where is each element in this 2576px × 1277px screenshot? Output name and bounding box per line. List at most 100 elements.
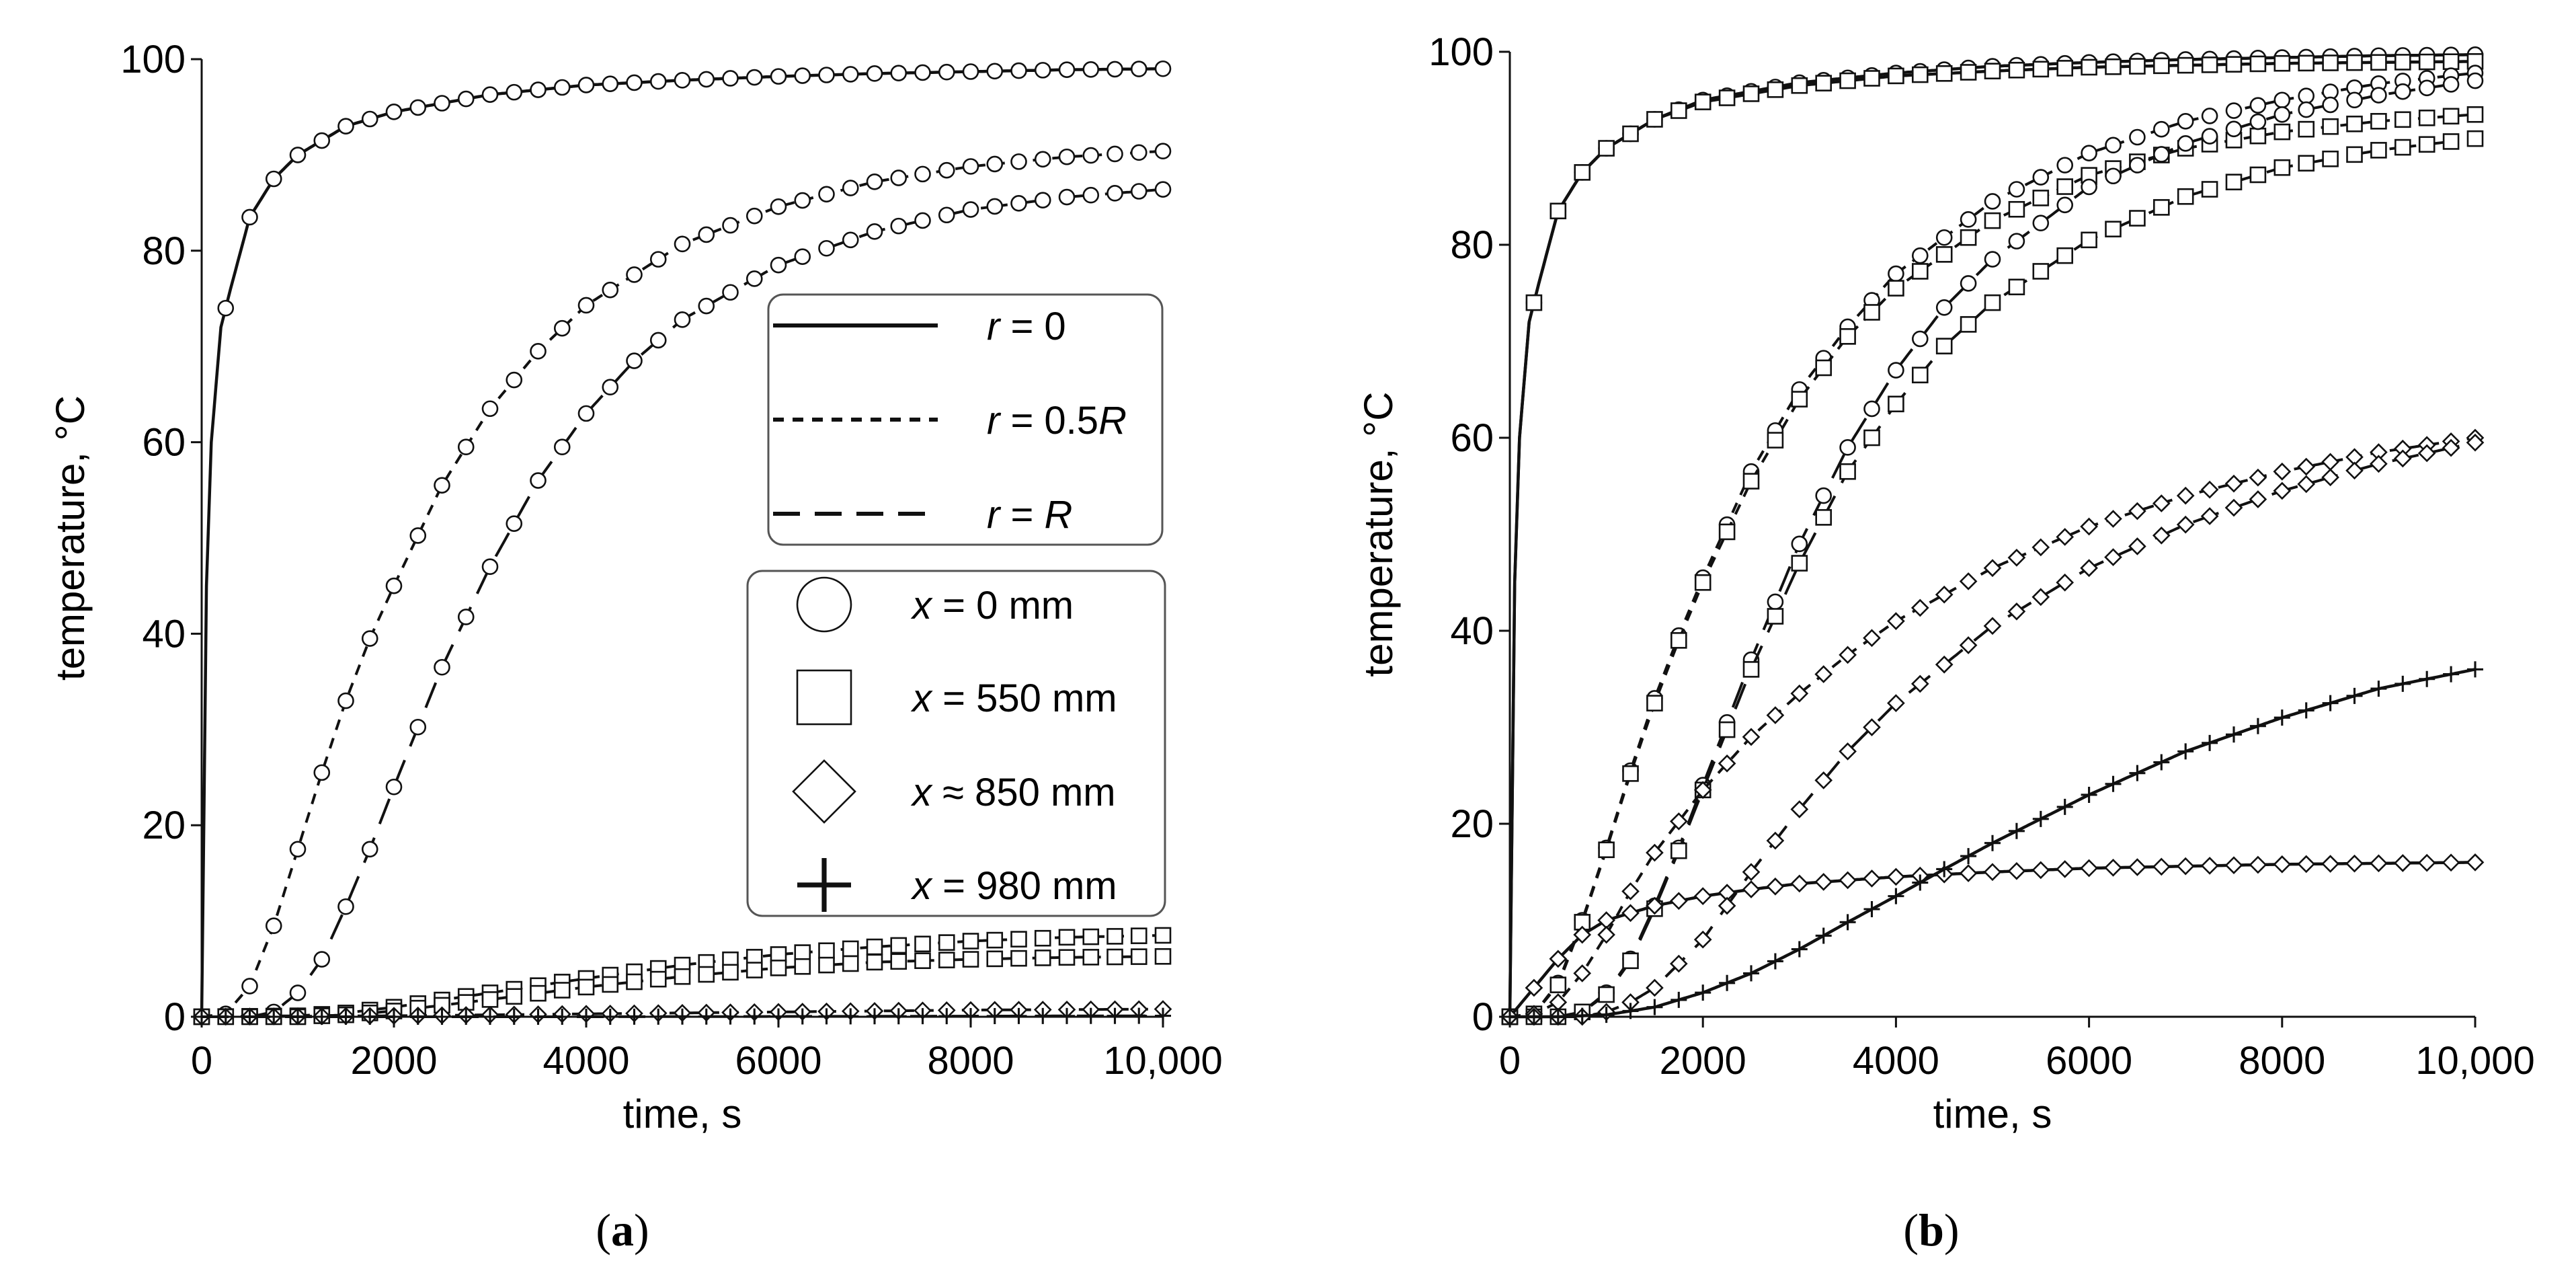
data-point xyxy=(2031,538,2050,557)
data-point xyxy=(938,63,955,81)
data-point xyxy=(1082,147,1100,164)
data-point xyxy=(506,371,523,389)
data-point xyxy=(241,978,258,995)
data-point xyxy=(2007,861,2026,880)
data-point xyxy=(722,1008,739,1025)
data-point xyxy=(1130,144,1148,161)
data-point xyxy=(698,966,715,983)
data-point xyxy=(1058,148,1076,165)
data-point xyxy=(1888,362,1904,379)
data-point xyxy=(2056,860,2075,878)
data-point xyxy=(1671,102,1687,119)
data-point xyxy=(1154,181,1172,198)
data-point xyxy=(1960,316,1977,333)
data-point xyxy=(1887,694,1905,712)
data-point xyxy=(890,217,908,235)
legend-marker-label: x = 550 mm xyxy=(910,676,1117,720)
data-point xyxy=(2153,754,2170,771)
data-point xyxy=(818,67,835,83)
data-point xyxy=(1839,328,1856,345)
y-tick-label: 20 xyxy=(1450,802,1494,846)
data-point xyxy=(1935,246,1953,263)
data-point xyxy=(434,1009,450,1025)
data-point xyxy=(1034,192,1051,208)
data-point xyxy=(770,1008,787,1025)
data-point xyxy=(1863,718,1881,736)
data-point xyxy=(2249,855,2267,874)
data-point xyxy=(1106,185,1123,202)
x-tick-label: 10,000 xyxy=(1103,1039,1222,1083)
data-point xyxy=(2128,502,2146,520)
data-point xyxy=(1863,429,1880,447)
data-point xyxy=(1106,1007,1123,1024)
data-point xyxy=(2322,96,2339,114)
data-point xyxy=(1839,742,1857,761)
data-point xyxy=(553,438,571,456)
data-point xyxy=(842,180,859,196)
data-point xyxy=(722,217,739,234)
data-point xyxy=(1863,629,1881,648)
data-point xyxy=(2056,178,2073,195)
data-point xyxy=(1790,800,1809,818)
data-point xyxy=(506,515,523,532)
data-point xyxy=(2128,858,2146,876)
y-tick-label: 100 xyxy=(1428,30,1494,74)
y-tick-label: 20 xyxy=(142,804,186,847)
data-point xyxy=(2176,515,2195,534)
data-point xyxy=(1960,275,1977,292)
legend-marker-sample xyxy=(792,759,856,824)
data-point xyxy=(1598,841,1615,859)
data-point xyxy=(1912,66,1929,83)
data-point xyxy=(2056,247,2073,264)
data-point xyxy=(2177,56,2194,74)
data-point xyxy=(409,99,427,116)
data-point xyxy=(1888,265,1904,282)
x-tick-label: 0 xyxy=(1499,1039,1521,1083)
data-point xyxy=(2273,481,2292,500)
data-point xyxy=(2297,855,2316,874)
data-point xyxy=(626,973,643,991)
data-point xyxy=(1154,947,1172,965)
data-point xyxy=(1719,974,1736,991)
data-point xyxy=(770,256,787,274)
x-tick-label: 6000 xyxy=(735,1039,821,1083)
data-point xyxy=(962,201,979,218)
data-point xyxy=(434,477,450,494)
data-point xyxy=(289,147,307,163)
data-point xyxy=(1814,665,1833,683)
data-point xyxy=(1573,925,1592,944)
data-point xyxy=(2225,120,2243,138)
data-point xyxy=(2273,106,2291,123)
data-point xyxy=(434,95,450,112)
data-point xyxy=(722,284,739,301)
data-point xyxy=(1155,1007,1171,1024)
x-tick-label: 2000 xyxy=(1660,1039,1746,1083)
data-point xyxy=(1766,831,1785,850)
data-point xyxy=(2008,822,2025,839)
data-point xyxy=(1815,75,1832,91)
data-point xyxy=(986,198,1004,215)
data-point xyxy=(1082,949,1100,966)
data-point xyxy=(2224,856,2243,875)
data-point xyxy=(337,898,354,915)
data-point xyxy=(530,984,547,1002)
data-point xyxy=(1106,61,1123,78)
data-point xyxy=(2249,113,2267,130)
data-point xyxy=(1597,925,1615,944)
data-point xyxy=(602,75,619,92)
data-point xyxy=(2056,798,2073,815)
data-point xyxy=(2201,108,2218,124)
panel-a-chart: 0 20 40 60 80 100 0 2000 4000 6000 8000 10,000 time,… xyxy=(48,38,1223,1136)
data-point xyxy=(794,1008,811,1025)
data-point xyxy=(649,970,667,988)
data-point xyxy=(986,931,1004,949)
data-point xyxy=(2105,167,2122,185)
data-point xyxy=(2200,857,2219,875)
data-point xyxy=(506,83,523,101)
panel-b-label: (b) xyxy=(1903,1204,1959,1255)
data-point xyxy=(2370,142,2387,159)
y-tick-label: 40 xyxy=(1450,609,1494,653)
data-point xyxy=(962,933,979,950)
y-tick-label: 60 xyxy=(1450,416,1494,460)
data-point xyxy=(2442,76,2460,93)
